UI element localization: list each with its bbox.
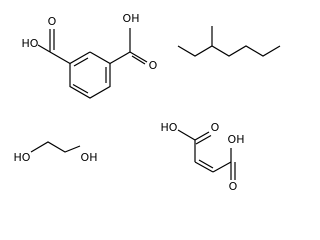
atom-label: HO: [22, 37, 39, 50]
double-bond: [72, 83, 89, 94]
bond: [194, 131, 210, 141]
atom-label: O: [149, 59, 158, 72]
atom-label: HO: [161, 121, 178, 134]
molecule-ethylene-glycol: HO OH: [14, 141, 98, 164]
chain: [177, 45, 281, 57]
bond: [212, 161, 232, 173]
atom-label: OH: [228, 133, 245, 146]
bond: [109, 51, 131, 65]
atom-label: HO: [14, 151, 31, 164]
molecule-isophthalic-acid: HO O OH O: [22, 12, 158, 99]
atom-label: O: [229, 180, 238, 193]
bond: [37, 44, 51, 53]
molecule-methylheptane: [177, 26, 281, 57]
atom-label: OH: [81, 151, 98, 164]
bond: [194, 161, 214, 173]
atom-label: O: [48, 15, 57, 28]
chain: [30, 141, 81, 153]
atom-label: OH: [123, 12, 140, 25]
double-bond: [198, 159, 214, 169]
bond: [177, 129, 196, 141]
double-bond: [73, 57, 89, 67]
bond: [131, 55, 146, 65]
structures: HO O OH O HO OH HO O OH O: [14, 12, 281, 193]
bond: [129, 51, 148, 63]
bond: [195, 134, 212, 145]
atom-label: O: [211, 121, 220, 134]
molecule-maleic-acid: HO O OH O: [161, 121, 245, 193]
ring: [69, 51, 111, 99]
bond: [49, 51, 71, 65]
